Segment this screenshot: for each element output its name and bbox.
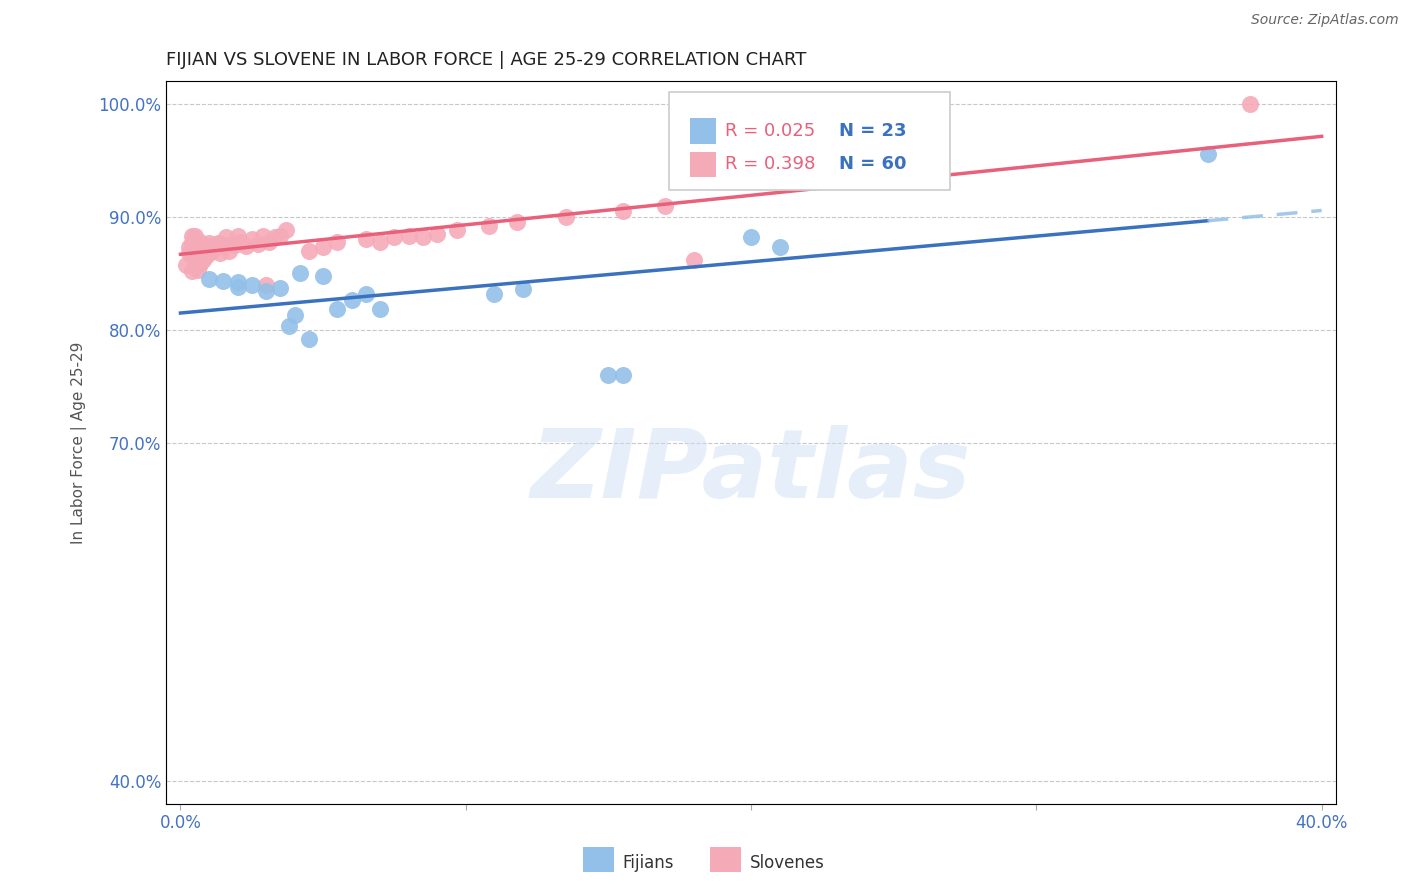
Point: [368, 235, 391, 249]
Point: [1197, 146, 1219, 161]
Point: [207, 235, 229, 250]
Text: R = 0.025: R = 0.025: [725, 122, 815, 140]
Point: [326, 302, 349, 317]
Point: [506, 215, 529, 229]
FancyBboxPatch shape: [669, 92, 950, 190]
Point: [252, 229, 274, 244]
Point: [257, 235, 280, 249]
Point: [174, 259, 197, 273]
Point: [277, 319, 299, 334]
Text: Fijians: Fijians: [623, 854, 675, 871]
Point: [478, 219, 501, 233]
Text: Slovenes: Slovenes: [749, 854, 824, 871]
Y-axis label: In Labor Force | Age 25-29: In Labor Force | Age 25-29: [72, 342, 87, 544]
Point: [398, 229, 420, 244]
FancyBboxPatch shape: [690, 119, 716, 144]
Point: [235, 239, 257, 253]
Text: Source: ZipAtlas.com: Source: ZipAtlas.com: [1251, 13, 1399, 28]
Point: [177, 246, 200, 260]
Point: [426, 227, 449, 241]
Point: [246, 236, 269, 251]
Point: [326, 235, 349, 249]
Point: [240, 277, 263, 292]
Point: [254, 277, 277, 292]
Point: [198, 246, 221, 260]
Point: [384, 230, 406, 244]
Point: [340, 293, 363, 308]
Point: [298, 332, 321, 346]
Point: [201, 239, 224, 253]
Point: [412, 230, 434, 244]
Point: [368, 302, 391, 317]
Point: [209, 236, 232, 251]
Point: [354, 286, 377, 301]
Point: [180, 229, 202, 244]
Point: [190, 238, 212, 252]
Point: [654, 198, 676, 212]
Point: [554, 210, 576, 224]
Point: [201, 244, 224, 258]
Point: [180, 246, 202, 260]
Point: [446, 223, 468, 237]
Point: [263, 230, 285, 244]
FancyBboxPatch shape: [690, 152, 716, 177]
Point: [187, 263, 209, 277]
Point: [177, 240, 200, 254]
Point: [298, 244, 321, 258]
Point: [198, 272, 221, 286]
Point: [184, 238, 207, 252]
Point: [195, 249, 218, 263]
Point: [180, 264, 202, 278]
Point: [226, 229, 249, 244]
Point: [226, 276, 249, 290]
Text: ZIPatlas: ZIPatlas: [530, 425, 972, 518]
Point: [312, 240, 335, 254]
Text: N = 60: N = 60: [839, 155, 907, 173]
Text: N = 23: N = 23: [839, 122, 907, 140]
Point: [190, 244, 212, 258]
Point: [312, 268, 335, 283]
Point: [269, 281, 291, 295]
Point: [254, 285, 277, 299]
Point: [1239, 97, 1261, 112]
Point: [221, 236, 243, 251]
Point: [187, 244, 209, 258]
Point: [215, 230, 238, 244]
Point: [612, 204, 634, 219]
Point: [290, 266, 312, 280]
Point: [198, 235, 221, 250]
Point: [226, 280, 249, 294]
Point: [598, 368, 620, 382]
Point: [274, 223, 297, 237]
Point: [190, 257, 212, 271]
Text: R = 0.398: R = 0.398: [725, 155, 815, 173]
Point: [229, 235, 252, 249]
Point: [190, 235, 212, 249]
Point: [512, 282, 534, 296]
Point: [195, 240, 218, 254]
Point: [212, 274, 235, 288]
Point: [740, 230, 762, 244]
Point: [612, 368, 634, 382]
Point: [218, 244, 240, 258]
Text: FIJIAN VS SLOVENE IN LABOR FORCE | AGE 25-29 CORRELATION CHART: FIJIAN VS SLOVENE IN LABOR FORCE | AGE 2…: [166, 51, 807, 69]
Point: [240, 232, 263, 246]
Point: [193, 252, 215, 267]
Point: [768, 240, 790, 254]
Point: [184, 238, 207, 252]
Point: [212, 238, 235, 252]
Point: [354, 232, 377, 246]
Point: [683, 252, 706, 267]
Point: [284, 308, 307, 322]
Point: [484, 286, 506, 301]
Point: [193, 242, 215, 256]
Point: [224, 238, 246, 252]
Point: [209, 246, 232, 260]
Point: [187, 252, 209, 267]
Point: [184, 252, 207, 267]
Point: [269, 229, 291, 244]
Point: [184, 229, 207, 244]
Point: [204, 238, 226, 252]
Point: [180, 235, 202, 250]
